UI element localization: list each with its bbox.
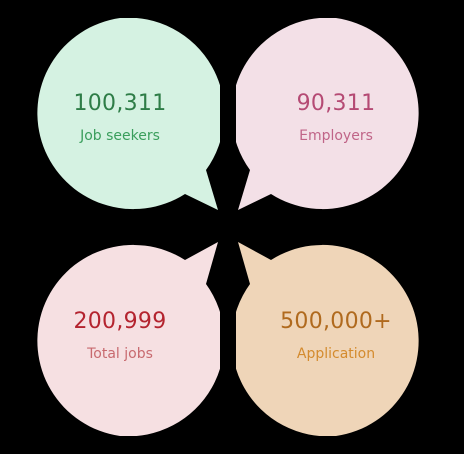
stat-value: 90,311 (296, 91, 376, 116)
stat-value: 100,311 (73, 91, 167, 116)
stat-bubble-application: 500,000+ Application (236, 236, 436, 436)
stat-label: Employers (299, 128, 373, 144)
stat-label: Total jobs (87, 346, 153, 362)
stat-value: 200,999 (73, 309, 167, 334)
stat-label: Job seekers (80, 128, 160, 144)
speech-bubble-shape (236, 242, 419, 436)
stat-bubble-employers: 90,311 Employers (236, 18, 436, 218)
stat-bubble-job-seekers: 100,311 Job seekers (20, 18, 220, 218)
speech-bubble-shape (37, 242, 220, 436)
speech-bubble-shape (236, 18, 419, 210)
stat-bubble-total-jobs: 200,999 Total jobs (20, 236, 220, 436)
stat-value: 500,000+ (280, 309, 392, 334)
speech-bubble-shape (37, 18, 220, 210)
stat-label: Application (296, 346, 376, 362)
